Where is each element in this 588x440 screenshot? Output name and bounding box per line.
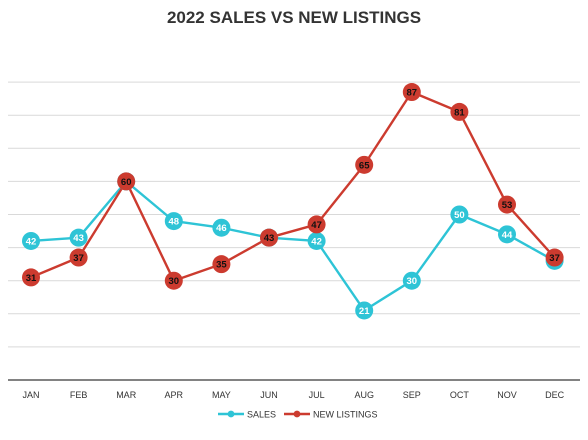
x-tick-label: MAR: [116, 390, 137, 400]
data-point: [164, 212, 183, 231]
data-point: [450, 102, 469, 121]
data-point: [307, 231, 326, 250]
data-point: [260, 228, 278, 247]
data-label: 87: [407, 87, 418, 98]
data-point: [69, 248, 88, 267]
x-tick-label: JUL: [309, 390, 325, 400]
x-tick-label: OCT: [450, 390, 470, 400]
x-tick-label: JUN: [260, 390, 278, 400]
data-label: 43: [73, 233, 84, 244]
x-tick-label: DEC: [545, 390, 565, 400]
data-label: 31: [26, 273, 37, 284]
data-point: [450, 205, 469, 224]
x-tick-label: APR: [165, 390, 184, 400]
x-tick-label: JAN: [22, 390, 39, 400]
data-point: [164, 271, 183, 290]
legend-item: SALES: [218, 409, 276, 419]
data-point: [212, 255, 231, 274]
data-point: [498, 195, 516, 214]
data-point: [212, 218, 231, 237]
data-label: 60: [121, 177, 132, 188]
data-point: [498, 225, 516, 244]
chart-title: 2022 SALES VS NEW LISTINGS: [166, 8, 422, 27]
data-label: 65: [359, 160, 370, 171]
legend: SALES NEW LISTINGS: [218, 409, 378, 419]
legend-label: SALES: [247, 409, 276, 419]
data-label: 50: [454, 210, 465, 221]
data-point: [117, 172, 136, 191]
legend-marker: [293, 410, 301, 418]
data-point: [22, 231, 40, 250]
data-point: [355, 155, 374, 174]
data-point: [545, 248, 564, 267]
data-label: 46: [216, 223, 227, 234]
x-tick-label: SEP: [403, 390, 421, 400]
data-label: 30: [169, 276, 180, 287]
data-label: 44: [502, 230, 513, 241]
data-label: 42: [26, 236, 37, 247]
legend-label: NEW LISTINGS: [313, 409, 378, 419]
series-line: [30, 180, 556, 312]
data-label: 81: [454, 107, 465, 118]
data-point: [402, 271, 421, 290]
data-label: 37: [549, 253, 560, 264]
series-line: [30, 90, 556, 282]
legend-marker: [227, 410, 235, 418]
data-label: 21: [359, 306, 370, 317]
data-point: [22, 268, 40, 287]
x-tick-label: NOV: [497, 390, 517, 400]
data-label: 48: [169, 217, 180, 228]
legend-item: NEW LISTINGS: [284, 409, 378, 419]
x-tick-label: AUG: [354, 390, 374, 400]
data-label: 47: [311, 220, 322, 231]
data-label: 35: [216, 260, 227, 271]
data-point: [307, 215, 326, 234]
data-label: 53: [502, 200, 513, 211]
data-label: 37: [73, 253, 84, 264]
data-point: [355, 301, 374, 320]
data-label: 42: [311, 236, 322, 247]
data-label: 43: [264, 233, 275, 244]
x-tick-label: MAY: [212, 390, 231, 400]
data-point: [69, 228, 88, 247]
data-label: 30: [407, 276, 418, 287]
data-point: [402, 83, 421, 102]
x-tick-label: FEB: [70, 390, 88, 400]
gridlines: [8, 81, 580, 348]
